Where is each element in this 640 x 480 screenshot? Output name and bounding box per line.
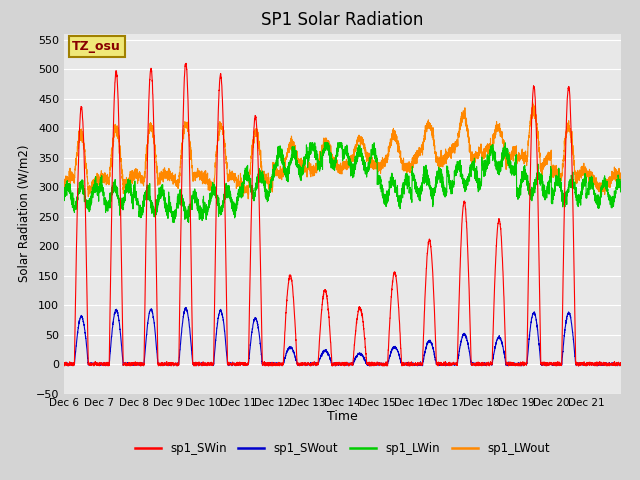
sp1_LWin [523,172,531,178]
sp1_LWin [60,191,68,196]
sp1_LWin [537,178,545,183]
sp1_SWin [176,312,184,318]
sp1_LWout [529,99,536,105]
sp1_LWin [495,168,503,173]
sp1_LWout [523,157,531,163]
sp1_SWout [182,304,189,310]
sp1_SWout [495,335,503,340]
Line: sp1_SWin: sp1_SWin [64,63,621,366]
sp1_LWin [176,193,184,199]
X-axis label: Time: Time [327,410,358,423]
Legend: sp1_SWin, sp1_SWout, sp1_LWin, sp1_LWout: sp1_SWin, sp1_SWout, sp1_LWin, sp1_LWout [130,437,555,460]
sp1_LWout [175,169,183,175]
sp1_LWin [307,140,314,145]
Line: sp1_LWout: sp1_LWout [64,102,621,199]
sp1_LWin [393,189,401,194]
sp1_SWout [537,360,545,366]
sp1_LWin [170,219,177,225]
sp1_SWin [537,361,545,367]
sp1_SWout [332,363,340,369]
sp1_LWout [60,177,68,183]
Line: sp1_SWout: sp1_SWout [64,307,621,366]
sp1_SWout [60,361,68,367]
sp1_LWout [537,161,545,167]
sp1_SWout [364,361,371,367]
sp1_SWin [495,216,503,222]
sp1_LWin [617,185,625,191]
sp1_SWin [393,284,401,289]
sp1_LWout [495,121,503,127]
Line: sp1_LWin: sp1_LWin [64,143,621,222]
sp1_LWout [364,151,371,157]
sp1_SWin [523,360,531,365]
sp1_SWin [61,363,68,369]
sp1_SWout [617,362,625,368]
Text: TZ_osu: TZ_osu [72,40,121,53]
sp1_SWin [182,60,190,66]
sp1_SWout [523,360,531,366]
sp1_SWin [617,360,625,366]
sp1_LWout [244,196,252,202]
sp1_SWin [60,362,68,368]
sp1_LWin [364,166,371,172]
sp1_LWout [617,178,625,183]
sp1_SWout [393,347,401,352]
Title: SP1 Solar Radiation: SP1 Solar Radiation [261,11,424,29]
sp1_SWin [364,360,371,366]
Y-axis label: Solar Radiation (W/m2): Solar Radiation (W/m2) [17,145,30,282]
sp1_SWout [175,355,183,360]
sp1_LWout [393,141,401,147]
